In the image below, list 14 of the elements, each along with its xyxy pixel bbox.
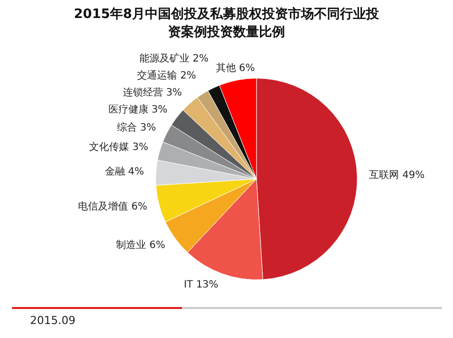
slice-label: 金融 4%: [104, 166, 144, 178]
slice-label: 互联网 49%: [369, 169, 425, 182]
text: 2015.09: [30, 314, 76, 327]
slice-label: 文化传媒 3%: [89, 141, 148, 154]
slice-label: 其他 6%: [216, 62, 255, 74]
slice-label: 连锁经营 3%: [122, 86, 182, 98]
slice-label: 综合 3%: [116, 121, 156, 134]
slice-label: 能源及矿业 2%: [139, 52, 208, 64]
chart-title: 2015年8月中国创投及私募股权投资市场不同行业投资案例投资数量比例: [72, 6, 380, 42]
slice-label: 医疗健康 3%: [108, 103, 168, 116]
slice-label: IT 13%: [184, 280, 218, 291]
slice-label: 制造业 6%: [116, 238, 166, 251]
slice-label: 交通运输 2%: [137, 69, 196, 82]
slice-label: 电信及增值 6%: [78, 200, 148, 213]
